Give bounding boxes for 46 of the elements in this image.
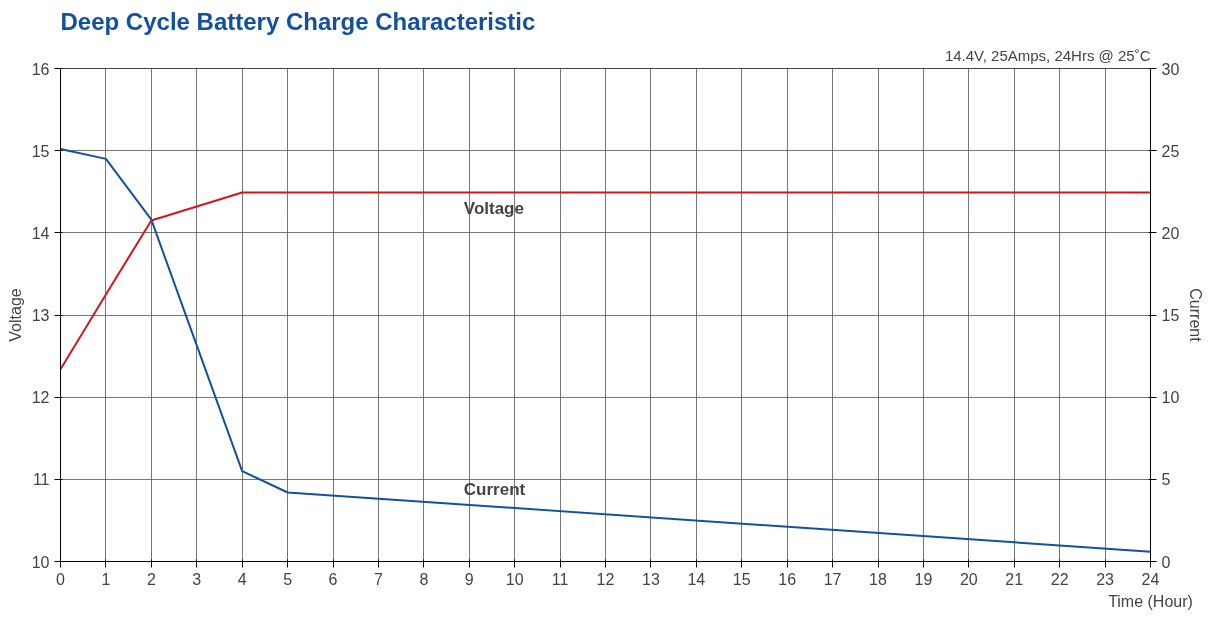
- y-tick-label: 14: [31, 224, 50, 242]
- chart-subtitle: 14.4V, 25Amps, 24Hrs @ 25˚C: [944, 46, 1151, 64]
- y2-tick-label: 0: [1161, 553, 1171, 571]
- y-tick-label: 10: [31, 553, 50, 571]
- x-tick-label: 23: [1096, 570, 1115, 588]
- x-tick-label: 19: [914, 570, 933, 588]
- y2-tick-label: 5: [1161, 471, 1171, 489]
- y2-tick-label: 15: [1161, 307, 1180, 324]
- y2-tick-label: 30: [1161, 60, 1180, 78]
- x-tick-label: 2: [146, 570, 156, 588]
- x-tick-label: 15: [732, 570, 751, 588]
- x-tick-label: 13: [642, 570, 660, 588]
- x-tick-label: 14: [687, 570, 706, 588]
- y-tick-label: 12: [31, 389, 50, 407]
- x-tick-label: 5: [283, 570, 293, 588]
- y2-tick-label: 10: [1161, 389, 1180, 407]
- x-tick-label: 21: [1005, 570, 1024, 588]
- y-tick-label: 13: [31, 307, 50, 324]
- x-tick-label: 10: [505, 570, 524, 588]
- y2-tick-label: 20: [1161, 224, 1180, 242]
- x-tick-label: 18: [869, 570, 887, 588]
- chart-title: Deep Cycle Battery Charge Characteristic: [60, 7, 536, 35]
- x-tick-label: 20: [959, 570, 978, 588]
- x-tick-label: 3: [192, 570, 202, 588]
- y-axis-title: Voltage: [6, 288, 24, 342]
- x-tick-label: 16: [778, 570, 797, 588]
- line-series: [60, 148, 1151, 553]
- y-tick-label: 11: [32, 471, 50, 489]
- x-tick-label: 24: [1141, 570, 1160, 588]
- x-tick-label: 1: [101, 570, 111, 588]
- y2-axis-title: Current: [1187, 288, 1205, 343]
- x-axis-title: Time (Hour): [1108, 592, 1193, 610]
- x-tick-label: 6: [328, 570, 338, 588]
- x-tick-label: 17: [823, 570, 842, 588]
- y-tick-label: 15: [31, 142, 50, 160]
- x-tick-label: 9: [464, 570, 474, 588]
- x-tick-label: 22: [1050, 570, 1069, 588]
- y-tick-label: 16: [31, 60, 50, 78]
- x-tick-label: 7: [373, 570, 383, 588]
- line-series: [60, 191, 1151, 371]
- x-tick-label: 4: [237, 570, 247, 588]
- y2-tick-label: 25: [1161, 142, 1180, 160]
- x-tick-label: 0: [56, 570, 66, 588]
- x-tick-label: 11: [551, 570, 569, 588]
- x-tick-label: 8: [419, 570, 429, 588]
- x-tick-label: 12: [596, 570, 615, 588]
